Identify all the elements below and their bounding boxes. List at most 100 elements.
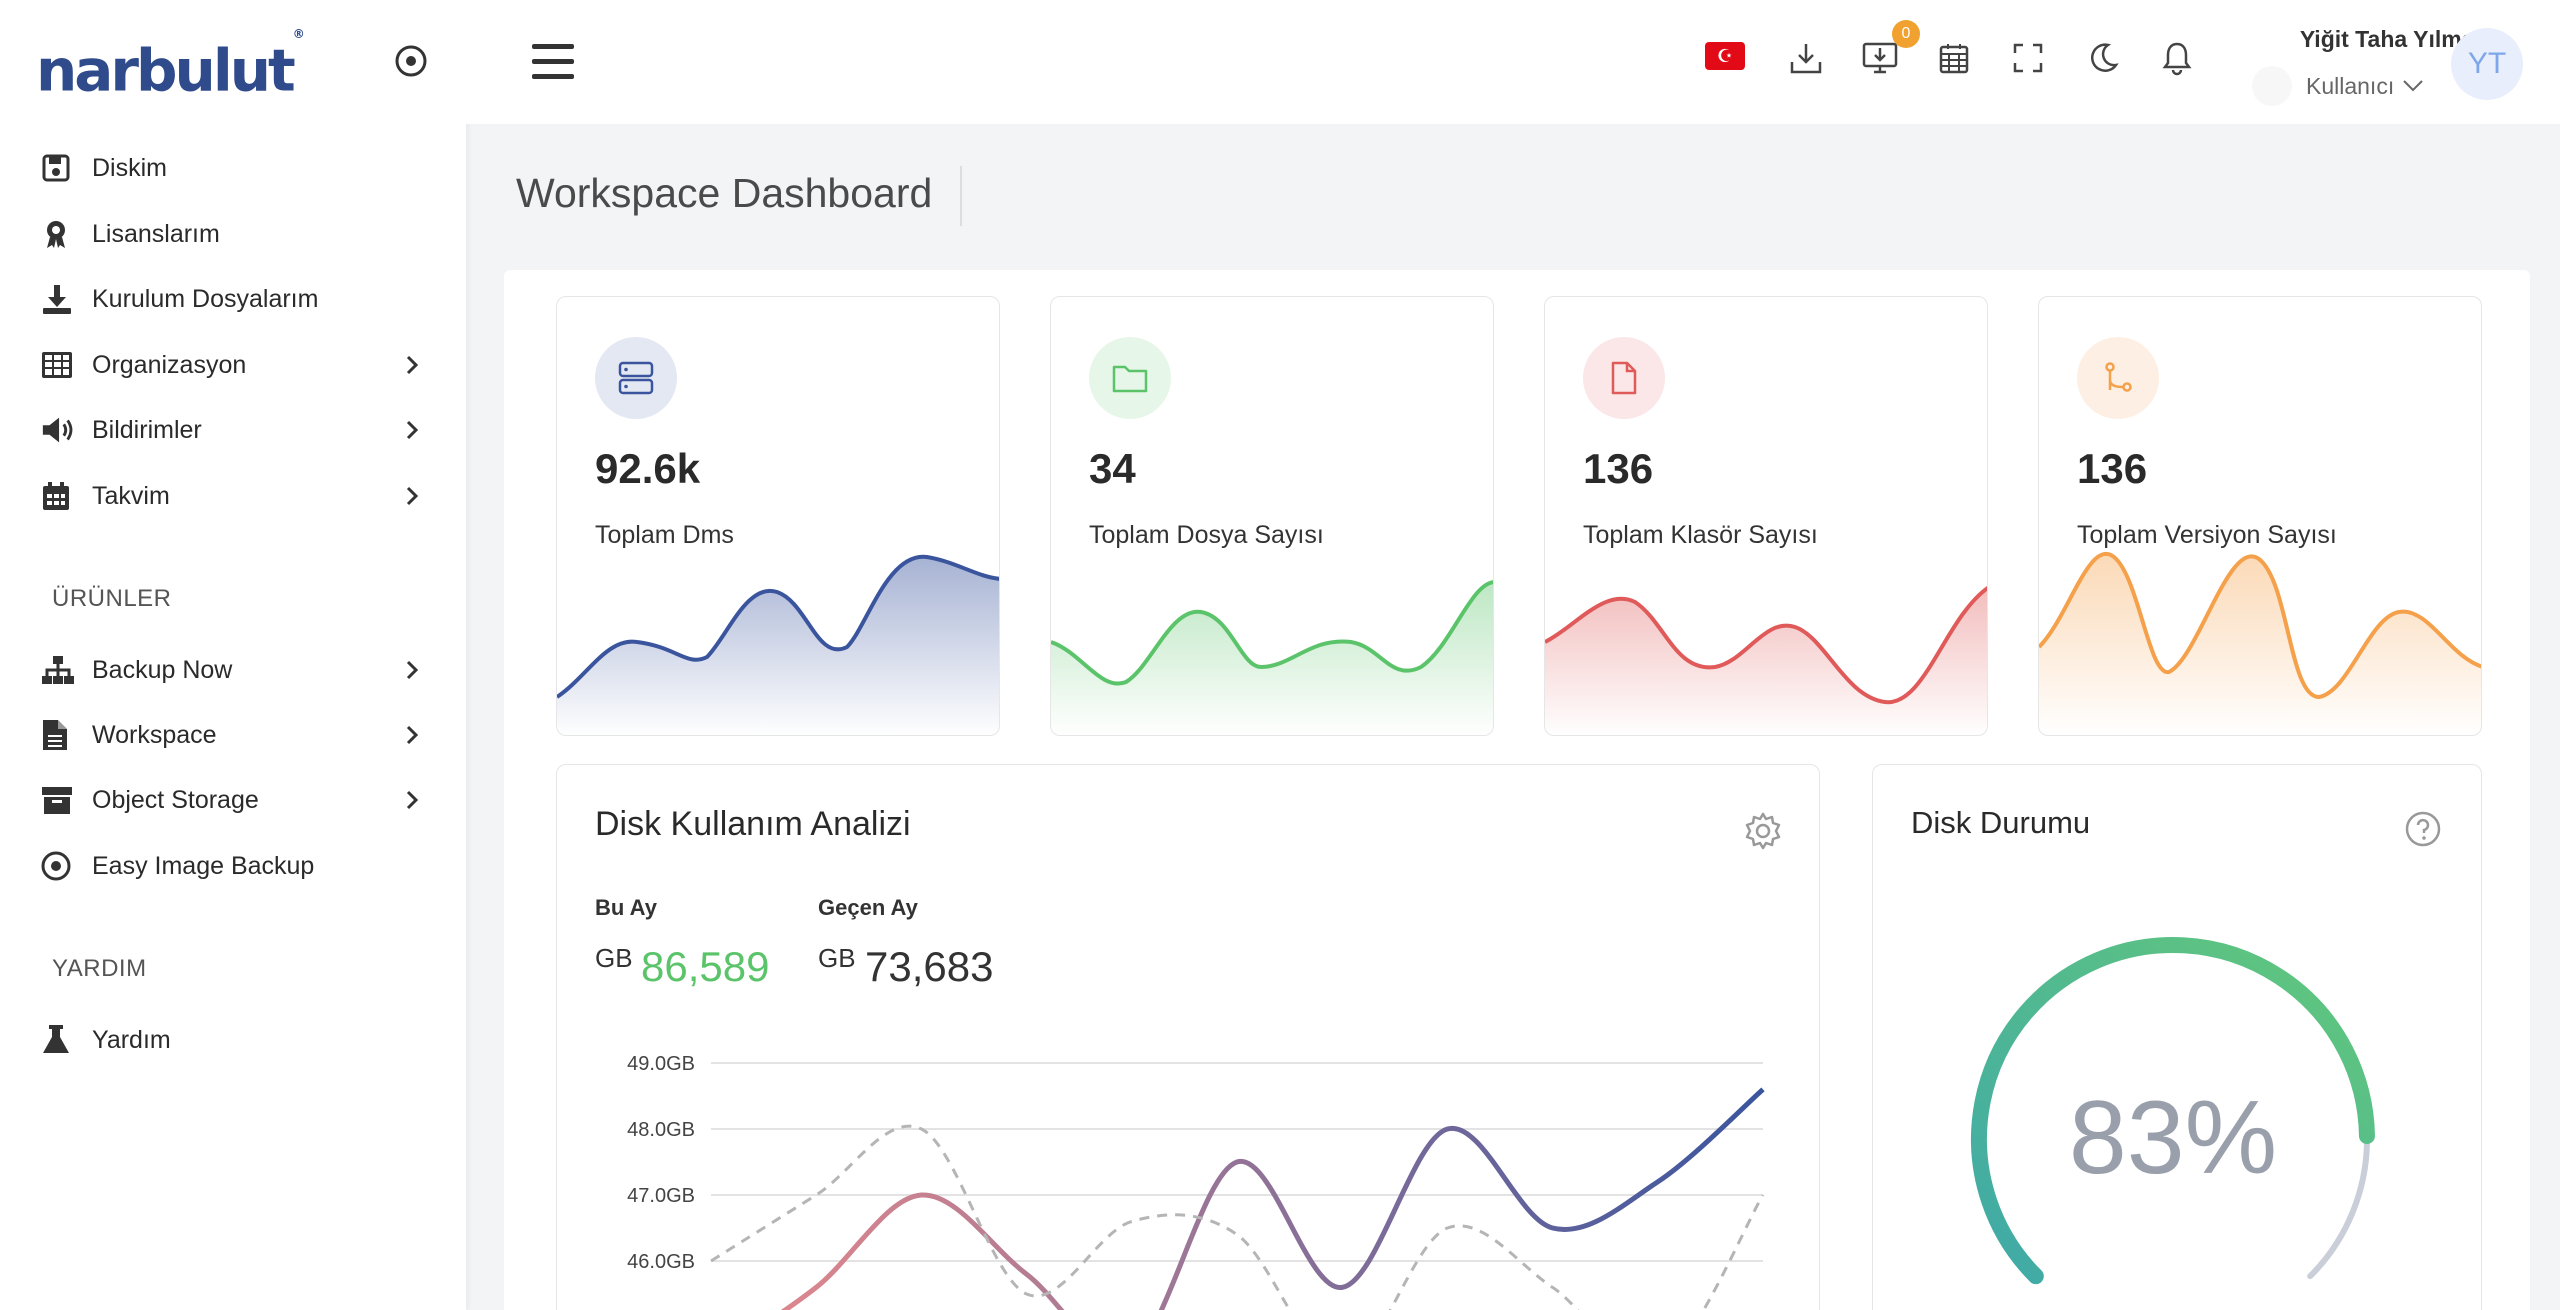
panel-title: Disk Durumu	[1911, 805, 2091, 840]
stat-card-versiyon: 136 Toplam Versiyon Sayısı	[2038, 296, 2482, 736]
disk-status-panel: Disk Durumu 83%	[1872, 764, 2482, 1310]
stat-value: 136	[2077, 445, 2148, 492]
dark-mode-button[interactable]	[2083, 38, 2123, 78]
hamburger-line	[532, 59, 574, 64]
sidebar-item-label: Bildirimler	[92, 415, 202, 444]
sidebar-item-kurulum-dosyalarim[interactable]: Kurulum Dosyalarım	[40, 275, 430, 323]
calendar-icon	[40, 476, 80, 516]
chevron-right-icon	[406, 420, 419, 440]
sidebar-item-bildirimler[interactable]: Bildirimler	[40, 406, 430, 454]
user-role-dropdown[interactable]: Kullanıcı	[2252, 66, 2424, 106]
y-tick-label: 46.0GB	[627, 1251, 695, 1273]
stat-label: Toplam Dms	[595, 521, 734, 549]
turkish-flag-icon: ☪	[1716, 45, 1734, 66]
y-tick-label: 47.0GB	[627, 1185, 695, 1207]
archive-icon	[40, 780, 80, 820]
document-icon	[1611, 361, 1637, 395]
series-line-1	[710, 1124, 1765, 1310]
gauge-fill	[1971, 937, 2375, 1285]
sidebar-collapse-toggle[interactable]	[394, 44, 428, 78]
file-icon	[40, 715, 80, 755]
sidebar-item-label: Lisanslarım	[92, 219, 220, 248]
stat-icon-bg	[595, 337, 677, 419]
sidebar-item-takvim[interactable]: Takvim	[40, 472, 430, 520]
menu-toggle-button[interactable]	[532, 44, 574, 82]
disk-status-gauge: 83%	[1971, 937, 2375, 1285]
flask-icon	[40, 1020, 80, 1060]
sparkline-chart	[2039, 552, 2481, 735]
chevron-down-icon	[2403, 80, 2423, 92]
brand-logo[interactable]: narbulut®	[36, 27, 305, 105]
stat-value: 136	[1583, 445, 1654, 492]
title-divider	[960, 166, 962, 226]
sidebar-item-backup-now[interactable]: Backup Now	[40, 646, 430, 694]
top-header: ☪ 0 Yiğit Taha Yılmaz Kullanıcı YT	[466, 0, 2560, 124]
stat-icon-bg	[2077, 337, 2159, 419]
y-tick-label: 49.0GB	[627, 1053, 695, 1075]
git-branch-icon	[2105, 362, 2132, 392]
this-month-label: Bu Ay	[595, 895, 657, 920]
hamburger-line	[532, 74, 574, 79]
stat-icon-bg	[1583, 337, 1665, 419]
sidebar-item-diskim[interactable]: Diskim	[40, 144, 430, 192]
this-month-unit: GB	[595, 943, 633, 973]
hamburger-line	[532, 44, 574, 49]
monitor-download-icon	[1862, 42, 1898, 74]
help-button[interactable]	[2403, 809, 2443, 849]
sparkline-chart	[1545, 586, 1987, 735]
moon-icon	[2091, 43, 2119, 72]
user-role-label: Kullanıcı	[2306, 72, 2395, 99]
sidebar: narbulut® Diskim Lisanslarım Kurulum Dos…	[0, 0, 466, 1310]
desktop-download-button[interactable]	[1860, 38, 1900, 78]
sidebar-item-organizasyon[interactable]: Organizasyon	[40, 341, 430, 389]
avatar[interactable]: YT	[2451, 28, 2523, 100]
sidebar-item-label: Yardım	[92, 1025, 171, 1054]
last-month-unit: GB	[818, 943, 856, 973]
download-icon	[40, 279, 80, 319]
target-circle-icon	[395, 45, 427, 77]
award-icon	[40, 214, 80, 254]
last-month-label: Geçen Ay	[818, 895, 918, 920]
settings-button[interactable]	[1743, 811, 1783, 851]
sidebar-item-yardim[interactable]: Yardım	[40, 1016, 430, 1064]
bell-icon	[2162, 42, 2192, 76]
folder-icon	[1112, 365, 1148, 393]
chevron-right-icon	[406, 486, 419, 506]
fullscreen-button[interactable]	[2008, 38, 2048, 78]
stat-icon-bg	[1089, 337, 1171, 419]
floppy-disk-icon	[40, 148, 80, 188]
chevron-right-icon	[406, 355, 419, 375]
notification-count-badge: 0	[1892, 20, 1920, 48]
notifications-button[interactable]	[2157, 38, 2197, 78]
fullscreen-icon	[2013, 43, 2043, 73]
sidebar-item-workspace[interactable]: Workspace	[40, 711, 430, 759]
calendar-button[interactable]	[1934, 38, 1974, 78]
chevron-right-icon	[406, 725, 419, 745]
sidebar-item-lisanslarim[interactable]: Lisanslarım	[40, 210, 430, 258]
panel-title: Disk Kullanım Analizi	[595, 805, 911, 843]
sidebar-item-label: Object Storage	[92, 785, 259, 814]
series-line-0	[781, 1087, 1765, 1310]
megaphone-icon	[40, 410, 80, 450]
sidebar-item-object-storage[interactable]: Object Storage	[40, 776, 430, 824]
table-grid-icon	[40, 345, 80, 385]
gauge-percent-text: 83%	[2069, 1080, 2277, 1196]
sidebar-item-label: Diskim	[92, 153, 167, 182]
this-month-value: 86,589	[641, 943, 770, 990]
disc-icon	[40, 846, 80, 886]
sparkline-chart	[557, 554, 999, 735]
download-button[interactable]	[1786, 38, 1826, 78]
stat-label: Toplam Dosya Sayısı	[1089, 521, 1324, 549]
sidebar-item-label: Takvim	[92, 481, 170, 510]
sidebar-section-urunler: ÜRÜNLER	[52, 585, 172, 612]
disk-usage-line-chart: 49.0GB 48.0GB 47.0GB 46.0GB	[627, 1053, 1765, 1310]
sidebar-item-label: Easy Image Backup	[92, 851, 315, 880]
stat-card-klasor: 136 Toplam Klasör Sayısı	[1544, 296, 1988, 736]
sidebar-item-easy-image-backup[interactable]: Easy Image Backup	[40, 842, 430, 890]
stat-value: 92.6k	[595, 445, 701, 492]
last-month-value: 73,683	[865, 943, 994, 990]
disk-usage-panel: Disk Kullanım Analizi Bu Ay GB 86,589 Ge…	[556, 764, 1820, 1310]
calendar-icon	[1939, 44, 1969, 74]
language-flag-button[interactable]: ☪	[1705, 42, 1745, 70]
sitemap-icon	[40, 650, 80, 690]
